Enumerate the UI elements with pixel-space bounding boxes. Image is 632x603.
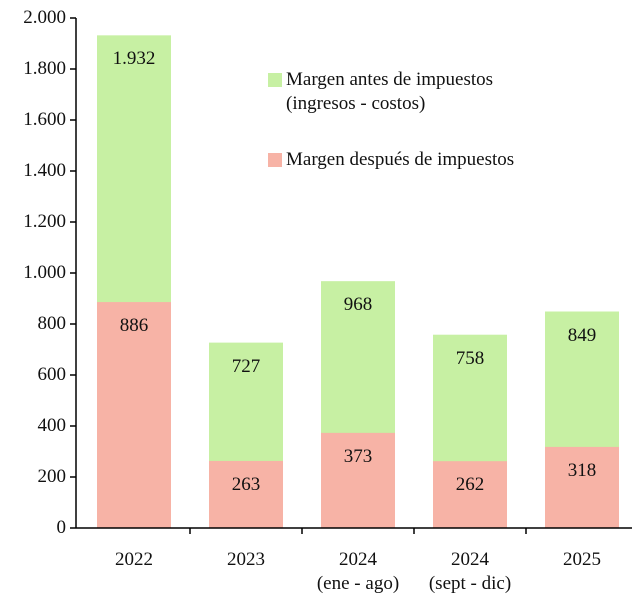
data-label: 373 [343, 445, 373, 467]
legend-swatch [268, 73, 282, 87]
y-tick-label: 1.600 [23, 109, 66, 130]
x-tick-label: 2024 (ene - ago) [316, 549, 400, 594]
y-tick-label: 2.000 [23, 7, 66, 28]
bar [321, 432, 395, 528]
legend-label: Margen antes de impuestos (ingresos - co… [286, 69, 494, 114]
data-label: 1.932 [112, 48, 156, 70]
data-label: 263 [231, 473, 261, 495]
y-tick-label: 1.800 [23, 58, 66, 79]
x-tick-label: 2023 [227, 549, 265, 570]
y-tick-label: 200 [37, 466, 67, 487]
bar [209, 460, 283, 528]
data-label: 262 [455, 474, 485, 496]
y-tick-label: 1.400 [23, 160, 66, 181]
bar [433, 461, 507, 528]
y-tick-label: 800 [37, 313, 67, 334]
y-tick-label: 0 [56, 517, 67, 538]
data-label: 849 [567, 324, 597, 346]
y-tick-label: 1.000 [23, 262, 66, 283]
data-label: 318 [567, 459, 597, 481]
y-tick-label: 1.200 [23, 211, 66, 232]
data-label: 968 [343, 294, 373, 316]
bar [545, 446, 619, 528]
data-label: 758 [455, 347, 485, 369]
x-tick-label: 2025 [563, 549, 601, 570]
x-tick-label: 2024 (sept - dic) [428, 549, 512, 594]
x-tick-label: 2022 [115, 549, 153, 570]
y-tick-label: 400 [37, 415, 67, 436]
bar [97, 302, 171, 528]
legend-swatch [268, 153, 282, 167]
data-label: 727 [231, 355, 261, 377]
y-tick-label: 600 [37, 364, 67, 385]
data-label: 886 [119, 315, 149, 337]
legend-label: Margen después de impuestos [286, 149, 515, 170]
